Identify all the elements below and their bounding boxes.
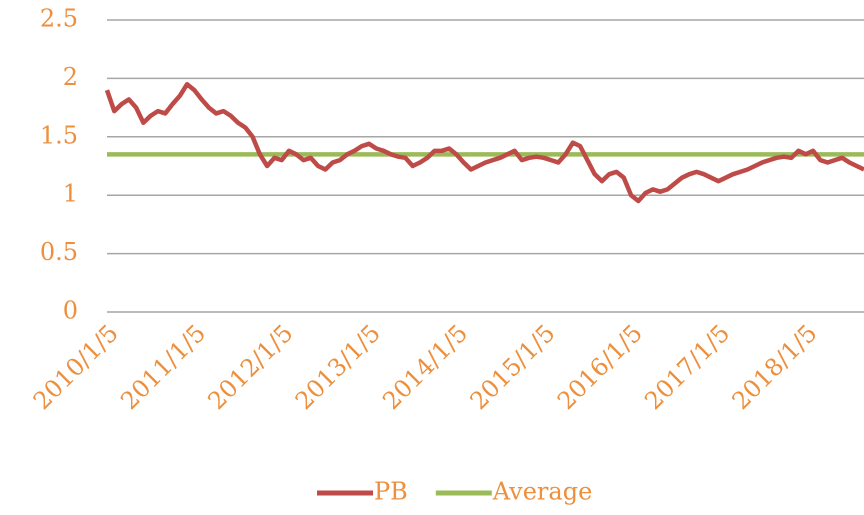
x-tick-label: 2013/1/5 xyxy=(290,319,386,415)
x-tick-label: 2017/1/5 xyxy=(639,319,735,415)
y-tick-label: 0.5 xyxy=(40,238,78,266)
x-tick-label: 2018/1/5 xyxy=(727,319,823,415)
x-tick-label: 2011/1/5 xyxy=(115,319,211,415)
y-tick-label: 2 xyxy=(63,63,78,91)
y-tick-label: 1.5 xyxy=(40,121,78,149)
x-tick-label: 2012/1/5 xyxy=(203,319,299,415)
line xyxy=(104,81,864,204)
y-tick-label: 1 xyxy=(63,180,78,208)
legend-label: Average xyxy=(492,478,592,506)
x-tick-label: 2010/1/5 xyxy=(28,319,124,415)
x-tick-label: 2015/1/5 xyxy=(465,319,561,415)
legend-label: PB xyxy=(374,478,408,506)
y-tick-label: 2.5 xyxy=(40,5,78,33)
y-tick-label: 0 xyxy=(63,297,78,325)
x-tick-label: 2014/1/5 xyxy=(377,319,473,415)
x-tick-label: 2016/1/5 xyxy=(552,319,648,415)
